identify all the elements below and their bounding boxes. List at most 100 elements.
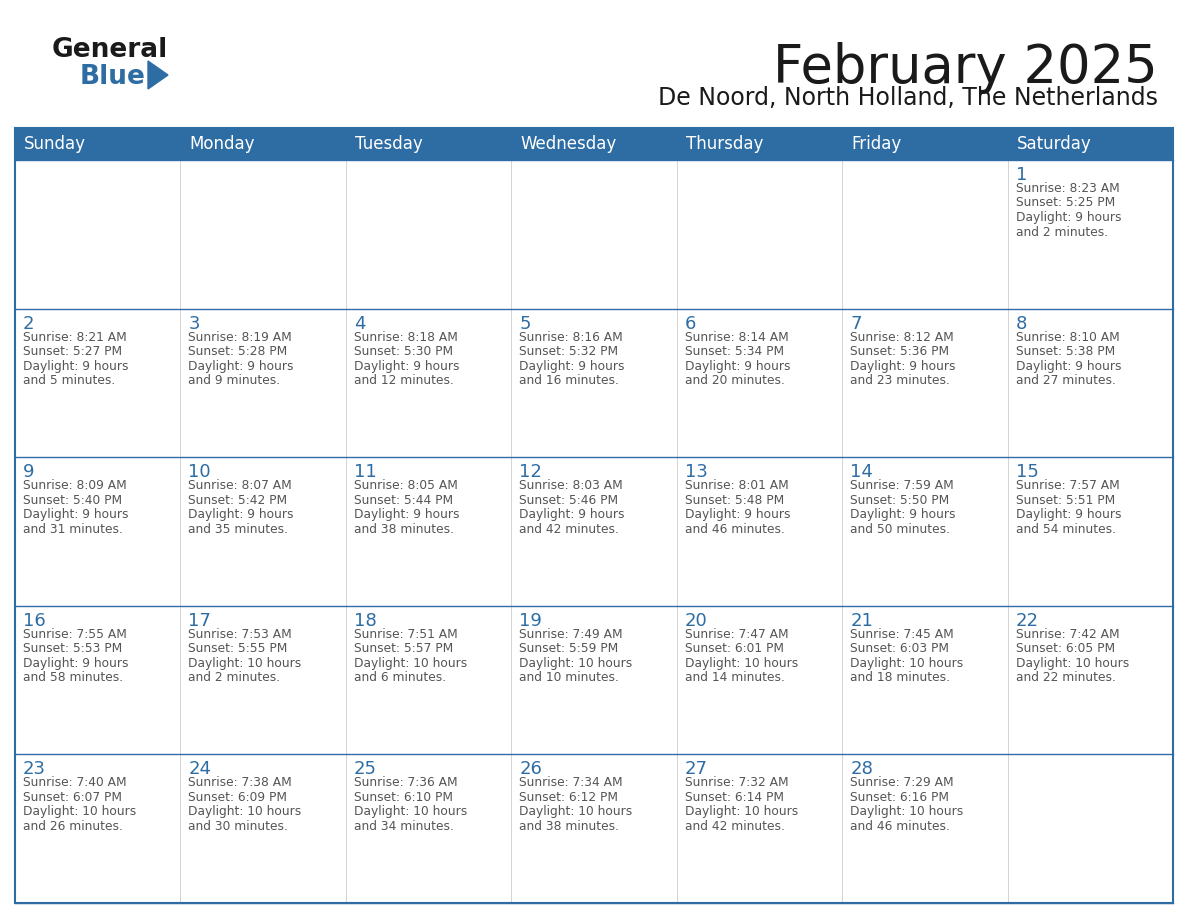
Text: Sunset: 5:55 PM: Sunset: 5:55 PM bbox=[189, 643, 287, 655]
Text: Daylight: 9 hours: Daylight: 9 hours bbox=[851, 360, 955, 373]
Text: Sunset: 5:53 PM: Sunset: 5:53 PM bbox=[23, 643, 122, 655]
Text: Sunset: 6:01 PM: Sunset: 6:01 PM bbox=[684, 643, 784, 655]
Text: De Noord, North Holland, The Netherlands: De Noord, North Holland, The Netherlands bbox=[658, 86, 1158, 110]
Text: Daylight: 10 hours: Daylight: 10 hours bbox=[1016, 656, 1129, 670]
Text: Sunrise: 7:47 AM: Sunrise: 7:47 AM bbox=[684, 628, 789, 641]
Text: 20: 20 bbox=[684, 611, 708, 630]
Text: Sunrise: 7:45 AM: Sunrise: 7:45 AM bbox=[851, 628, 954, 641]
Text: and 18 minutes.: and 18 minutes. bbox=[851, 671, 950, 684]
Text: Sunrise: 7:57 AM: Sunrise: 7:57 AM bbox=[1016, 479, 1119, 492]
Text: Thursday: Thursday bbox=[685, 135, 763, 153]
Text: 5: 5 bbox=[519, 315, 531, 332]
Text: 12: 12 bbox=[519, 464, 542, 481]
Text: Daylight: 10 hours: Daylight: 10 hours bbox=[851, 656, 963, 670]
Text: Sunset: 5:46 PM: Sunset: 5:46 PM bbox=[519, 494, 619, 507]
Text: Sunrise: 7:42 AM: Sunrise: 7:42 AM bbox=[1016, 628, 1119, 641]
Text: 21: 21 bbox=[851, 611, 873, 630]
Text: 1: 1 bbox=[1016, 166, 1026, 184]
Text: 19: 19 bbox=[519, 611, 542, 630]
Text: Sunrise: 8:19 AM: Sunrise: 8:19 AM bbox=[189, 330, 292, 343]
Text: Daylight: 10 hours: Daylight: 10 hours bbox=[354, 656, 467, 670]
Text: Sunset: 5:25 PM: Sunset: 5:25 PM bbox=[1016, 196, 1114, 209]
Text: Sunrise: 8:14 AM: Sunrise: 8:14 AM bbox=[684, 330, 789, 343]
Text: 10: 10 bbox=[189, 464, 211, 481]
Text: Daylight: 9 hours: Daylight: 9 hours bbox=[23, 656, 128, 670]
Text: Sunrise: 8:07 AM: Sunrise: 8:07 AM bbox=[189, 479, 292, 492]
Text: Sunrise: 8:18 AM: Sunrise: 8:18 AM bbox=[354, 330, 457, 343]
Text: Sunset: 5:44 PM: Sunset: 5:44 PM bbox=[354, 494, 453, 507]
Text: 22: 22 bbox=[1016, 611, 1038, 630]
Text: and 27 minutes.: and 27 minutes. bbox=[1016, 375, 1116, 387]
Text: 3: 3 bbox=[189, 315, 200, 332]
Text: Sunrise: 7:59 AM: Sunrise: 7:59 AM bbox=[851, 479, 954, 492]
Text: Daylight: 9 hours: Daylight: 9 hours bbox=[189, 360, 293, 373]
Text: Sunset: 5:30 PM: Sunset: 5:30 PM bbox=[354, 345, 453, 358]
Text: Sunset: 5:57 PM: Sunset: 5:57 PM bbox=[354, 643, 453, 655]
Text: Sunrise: 7:38 AM: Sunrise: 7:38 AM bbox=[189, 777, 292, 789]
Text: Sunset: 6:03 PM: Sunset: 6:03 PM bbox=[851, 643, 949, 655]
Text: Daylight: 10 hours: Daylight: 10 hours bbox=[684, 805, 798, 819]
Text: Sunset: 6:07 PM: Sunset: 6:07 PM bbox=[23, 791, 122, 804]
Text: General: General bbox=[52, 37, 169, 63]
Text: and 38 minutes.: and 38 minutes. bbox=[519, 820, 619, 833]
Text: 15: 15 bbox=[1016, 464, 1038, 481]
Text: and 46 minutes.: and 46 minutes. bbox=[684, 522, 784, 536]
Text: and 2 minutes.: and 2 minutes. bbox=[1016, 226, 1107, 239]
Text: and 20 minutes.: and 20 minutes. bbox=[684, 375, 784, 387]
Text: 26: 26 bbox=[519, 760, 542, 778]
Text: and 9 minutes.: and 9 minutes. bbox=[189, 375, 280, 387]
Text: and 46 minutes.: and 46 minutes. bbox=[851, 820, 950, 833]
Text: Sunrise: 8:21 AM: Sunrise: 8:21 AM bbox=[23, 330, 127, 343]
Text: Sunset: 6:09 PM: Sunset: 6:09 PM bbox=[189, 791, 287, 804]
Text: 28: 28 bbox=[851, 760, 873, 778]
Text: and 16 minutes.: and 16 minutes. bbox=[519, 375, 619, 387]
Text: Sunrise: 7:51 AM: Sunrise: 7:51 AM bbox=[354, 628, 457, 641]
Bar bbox=[15, 128, 1173, 903]
Text: 9: 9 bbox=[23, 464, 34, 481]
Text: Daylight: 9 hours: Daylight: 9 hours bbox=[684, 509, 790, 521]
Text: Sunset: 5:38 PM: Sunset: 5:38 PM bbox=[1016, 345, 1114, 358]
Text: Sunset: 6:12 PM: Sunset: 6:12 PM bbox=[519, 791, 618, 804]
Text: 2: 2 bbox=[23, 315, 34, 332]
Text: Daylight: 10 hours: Daylight: 10 hours bbox=[519, 656, 632, 670]
Text: Daylight: 9 hours: Daylight: 9 hours bbox=[1016, 509, 1121, 521]
Text: Blue: Blue bbox=[80, 64, 146, 90]
Text: Daylight: 9 hours: Daylight: 9 hours bbox=[189, 509, 293, 521]
Text: Sunrise: 8:16 AM: Sunrise: 8:16 AM bbox=[519, 330, 623, 343]
Text: Daylight: 10 hours: Daylight: 10 hours bbox=[189, 805, 302, 819]
Text: and 42 minutes.: and 42 minutes. bbox=[684, 820, 784, 833]
Text: Daylight: 10 hours: Daylight: 10 hours bbox=[851, 805, 963, 819]
Text: Sunrise: 7:53 AM: Sunrise: 7:53 AM bbox=[189, 628, 292, 641]
Text: and 35 minutes.: and 35 minutes. bbox=[189, 522, 289, 536]
Text: 18: 18 bbox=[354, 611, 377, 630]
Text: 6: 6 bbox=[684, 315, 696, 332]
Text: Sunset: 5:36 PM: Sunset: 5:36 PM bbox=[851, 345, 949, 358]
Text: 25: 25 bbox=[354, 760, 377, 778]
Text: Sunset: 6:10 PM: Sunset: 6:10 PM bbox=[354, 791, 453, 804]
Text: Daylight: 10 hours: Daylight: 10 hours bbox=[23, 805, 137, 819]
Text: Sunset: 5:32 PM: Sunset: 5:32 PM bbox=[519, 345, 619, 358]
Text: Sunset: 5:34 PM: Sunset: 5:34 PM bbox=[684, 345, 784, 358]
Text: and 38 minutes.: and 38 minutes. bbox=[354, 522, 454, 536]
Text: Sunset: 5:27 PM: Sunset: 5:27 PM bbox=[23, 345, 122, 358]
Text: Sunset: 6:05 PM: Sunset: 6:05 PM bbox=[1016, 643, 1114, 655]
Text: Daylight: 9 hours: Daylight: 9 hours bbox=[354, 509, 460, 521]
Text: and 10 minutes.: and 10 minutes. bbox=[519, 671, 619, 684]
Text: 16: 16 bbox=[23, 611, 46, 630]
Text: 11: 11 bbox=[354, 464, 377, 481]
Text: and 12 minutes.: and 12 minutes. bbox=[354, 375, 454, 387]
Text: 13: 13 bbox=[684, 464, 708, 481]
Text: Sunrise: 7:29 AM: Sunrise: 7:29 AM bbox=[851, 777, 954, 789]
Text: 14: 14 bbox=[851, 464, 873, 481]
Text: Sunrise: 8:10 AM: Sunrise: 8:10 AM bbox=[1016, 330, 1119, 343]
Text: Sunset: 5:42 PM: Sunset: 5:42 PM bbox=[189, 494, 287, 507]
Text: Sunrise: 8:23 AM: Sunrise: 8:23 AM bbox=[1016, 182, 1119, 195]
Text: 24: 24 bbox=[189, 760, 211, 778]
Text: Tuesday: Tuesday bbox=[355, 135, 423, 153]
Text: 27: 27 bbox=[684, 760, 708, 778]
Text: and 26 minutes.: and 26 minutes. bbox=[23, 820, 122, 833]
Text: Sunrise: 8:03 AM: Sunrise: 8:03 AM bbox=[519, 479, 623, 492]
Text: and 30 minutes.: and 30 minutes. bbox=[189, 820, 289, 833]
Text: Daylight: 10 hours: Daylight: 10 hours bbox=[354, 805, 467, 819]
Text: and 31 minutes.: and 31 minutes. bbox=[23, 522, 122, 536]
